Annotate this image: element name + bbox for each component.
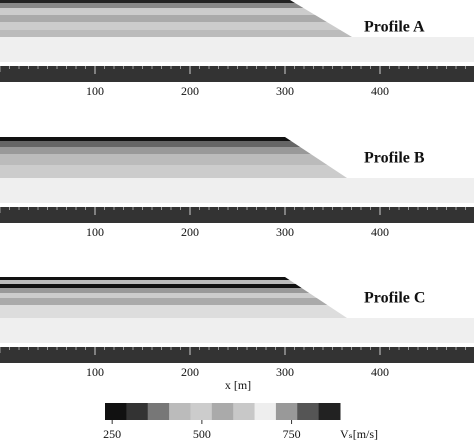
base-layer: [0, 37, 474, 62]
soil-layer: [0, 15, 327, 22]
soil-layer: [0, 305, 347, 318]
profile-title: Profile A: [364, 19, 425, 36]
soil-layer: [0, 22, 341, 30]
axis-bar: [0, 207, 474, 223]
colorbar-cell: [233, 403, 256, 420]
x-tick-label: 200: [181, 365, 199, 379]
soil-layer: [0, 0, 296, 3]
x-tick-label: 300: [276, 365, 294, 379]
x-tick-label: 300: [276, 84, 294, 98]
colorbar-cell: [211, 403, 234, 420]
colorbar-cell: [318, 403, 341, 420]
colorbar-cell: [147, 403, 170, 420]
colorbar-cell: [254, 403, 277, 420]
x-tick-label: 100: [86, 84, 104, 98]
colorbar-cell: [297, 403, 320, 420]
soil-layer: [0, 154, 328, 165]
x-tick-label: 400: [371, 225, 389, 239]
x-tick-label: 100: [86, 225, 104, 239]
colorbar-cell: [190, 403, 213, 420]
soil-layer: [0, 137, 292, 141]
x-axis-label: x [m]: [225, 378, 251, 392]
soil-layer: [0, 280, 296, 284]
soil-layer: [0, 288, 310, 293]
colorbar-label: Vₛ[m/s]: [340, 427, 378, 440]
axis-bar: [0, 66, 474, 82]
soil-layer: [0, 277, 290, 280]
colorbar-cell: [105, 403, 127, 420]
profile-title: Profile B: [364, 150, 425, 167]
soil-layer: [0, 293, 317, 298]
x-tick-label: 300: [276, 225, 294, 239]
colorbar-cell: [169, 403, 191, 420]
colorbar-tick-label: 500: [193, 427, 211, 440]
base-layer: [0, 318, 474, 343]
soil-layer: [0, 30, 352, 37]
soil-layer: [0, 165, 347, 178]
x-tick-label: 200: [181, 84, 199, 98]
soil-layer: [0, 147, 311, 154]
profile-title: Profile C: [364, 290, 425, 307]
x-tick-label: 400: [371, 84, 389, 98]
soil-layer: [0, 284, 302, 288]
x-tick-label: 400: [371, 365, 389, 379]
base-layer: [0, 178, 474, 203]
axis-bar: [0, 347, 474, 363]
colorbar-cell: [126, 403, 149, 420]
x-tick-label: 200: [181, 225, 199, 239]
soil-layer: [0, 3, 304, 8]
soil-layer: [0, 298, 328, 305]
soil-layer: [0, 8, 316, 15]
soil-layer: [0, 141, 301, 147]
colorbar-tick-label: 750: [283, 427, 301, 440]
colorbar-cell: [275, 403, 298, 420]
colorbar-tick-label: 250: [103, 427, 121, 440]
x-tick-label: 100: [86, 365, 104, 379]
